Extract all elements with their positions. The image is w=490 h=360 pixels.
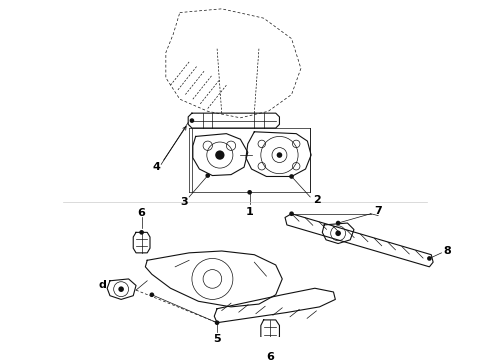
- Circle shape: [139, 230, 144, 235]
- Circle shape: [277, 152, 282, 158]
- Circle shape: [336, 221, 341, 225]
- Text: 5: 5: [213, 333, 221, 343]
- Text: 6: 6: [266, 352, 274, 360]
- Circle shape: [289, 174, 294, 179]
- Text: 7: 7: [374, 206, 382, 216]
- Circle shape: [427, 256, 432, 261]
- Text: 8: 8: [443, 246, 451, 256]
- Circle shape: [119, 286, 124, 292]
- Circle shape: [149, 292, 154, 297]
- Text: 1: 1: [246, 207, 253, 217]
- Text: d: d: [98, 280, 106, 291]
- Text: 4: 4: [152, 162, 160, 172]
- Circle shape: [215, 320, 220, 325]
- Circle shape: [205, 173, 210, 178]
- Text: 3: 3: [181, 197, 188, 207]
- Circle shape: [190, 118, 194, 123]
- Circle shape: [215, 150, 224, 160]
- Text: 2: 2: [313, 195, 320, 205]
- Circle shape: [268, 339, 272, 344]
- Circle shape: [289, 211, 294, 216]
- Text: 6: 6: [138, 208, 146, 218]
- Circle shape: [247, 190, 252, 195]
- Circle shape: [335, 230, 341, 236]
